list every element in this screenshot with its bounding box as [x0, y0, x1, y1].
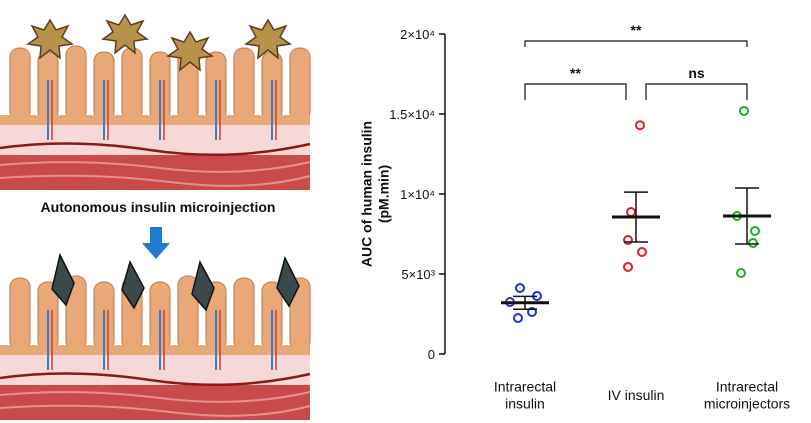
- data-point: [626, 207, 636, 217]
- x-tick-label: Intrarectal microinjectors: [704, 379, 790, 412]
- data-point: [748, 237, 758, 248]
- data-point: [527, 307, 537, 317]
- y-tick-label: 2×10⁴: [400, 27, 435, 42]
- x-tick-label: Intrarectal insulin: [494, 379, 556, 412]
- data-point: [515, 283, 525, 293]
- significance-bracket: [524, 40, 748, 47]
- data-point: [623, 261, 633, 272]
- illustration-top: [0, 13, 312, 192]
- y-axis-label: AUC of human insulin(pM.min): [359, 121, 392, 267]
- significance-label: **: [631, 22, 642, 38]
- data-point: [513, 313, 523, 323]
- data-point: [635, 120, 645, 131]
- significance-bracket: [645, 83, 748, 100]
- significance-label: **: [570, 65, 581, 81]
- data-point: [623, 235, 633, 245]
- y-tick-label: 1.5×10⁴: [389, 107, 435, 122]
- x-tick-label: IV insulin: [608, 387, 665, 403]
- y-tick-label: 0: [428, 347, 435, 362]
- significance-bracket: [524, 83, 627, 100]
- illustration-caption: Autonomous insulin microinjection: [41, 199, 276, 215]
- chart: AUC of human insulin(pM.min): [359, 34, 446, 354]
- y-tick-label: 5×10³: [401, 267, 435, 282]
- data-point: [637, 247, 647, 257]
- y-tick-label: 1×10⁴: [400, 187, 435, 202]
- data-point: [739, 105, 749, 116]
- arrow: [142, 227, 170, 259]
- illustration-bottom: [0, 252, 312, 422]
- significance-label: ns: [688, 65, 705, 81]
- data-point: [750, 225, 760, 236]
- data-point: [736, 268, 746, 279]
